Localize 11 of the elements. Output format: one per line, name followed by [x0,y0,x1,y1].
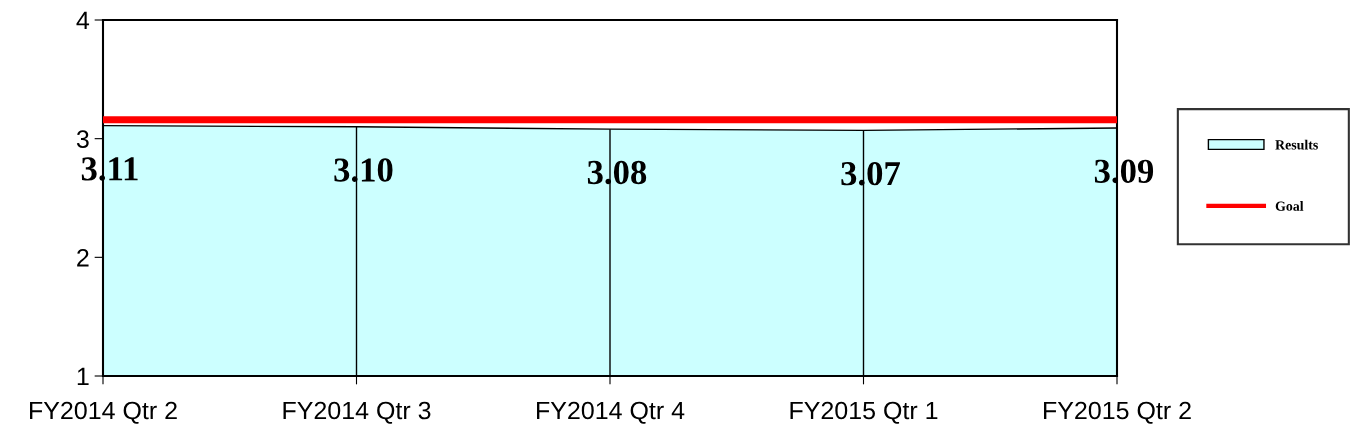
x-tick-label: FY2015 Qtr 2 [1044,401,1191,424]
x-tick-label: FY2014 Qtr 3 [283,401,431,424]
y-tick-label: 2 [77,248,89,267]
y-tick-label: 4 [76,11,90,30]
y-tick-label: 1 [77,367,89,386]
x-tick-label: FY2014 Qtr 2 [30,401,177,424]
x-tick-label: FY2014 Qtr 4 [537,401,685,424]
legend-label: Results [1275,139,1318,150]
legend-label: Goal [1275,201,1304,211]
x-tick-label: FY2015 Qtr 1 [790,401,938,424]
y-tick-label: 3 [76,130,89,148]
